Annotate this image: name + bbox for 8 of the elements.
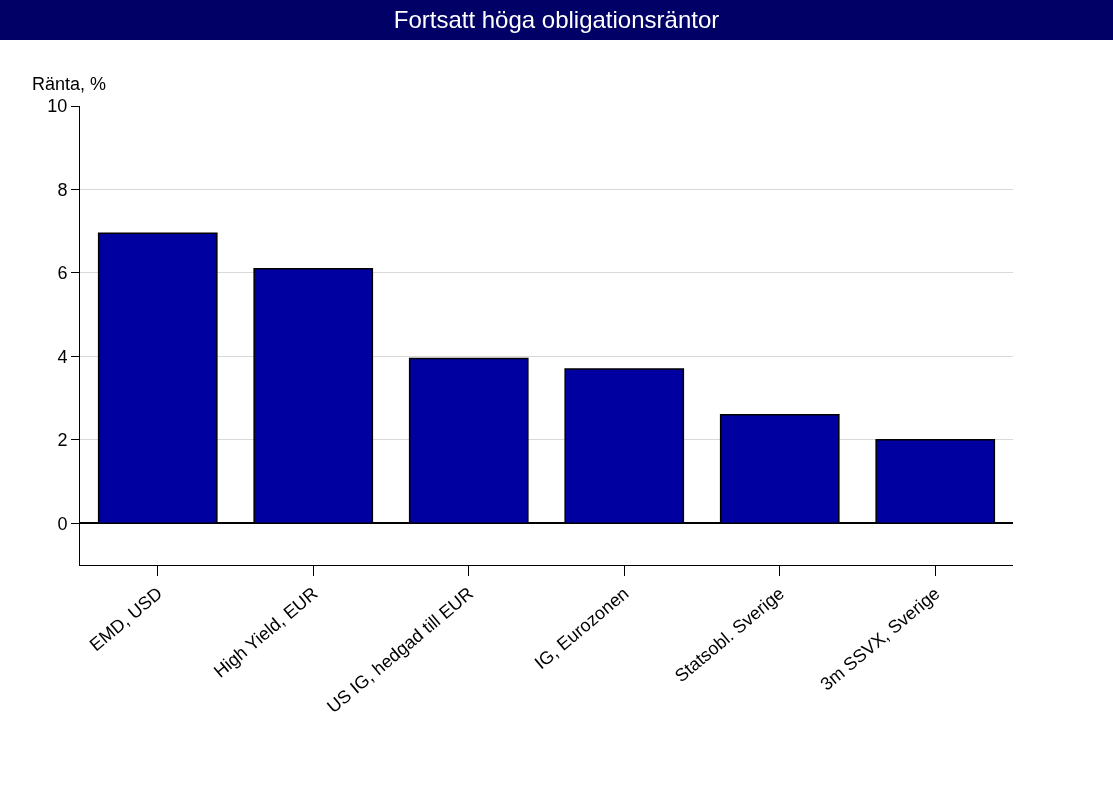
- y-axis-title: Ränta, %: [32, 74, 107, 94]
- y-tick-label: 0: [57, 513, 68, 534]
- chart-title: Fortsatt höga obligationsräntor: [393, 6, 720, 34]
- y-tick-label: 6: [57, 263, 68, 284]
- y-tick-label: 2: [57, 430, 68, 451]
- y-tick-label: 10: [47, 96, 68, 117]
- y-tick-label: 8: [57, 179, 68, 200]
- y-tick-label: 4: [57, 346, 68, 367]
